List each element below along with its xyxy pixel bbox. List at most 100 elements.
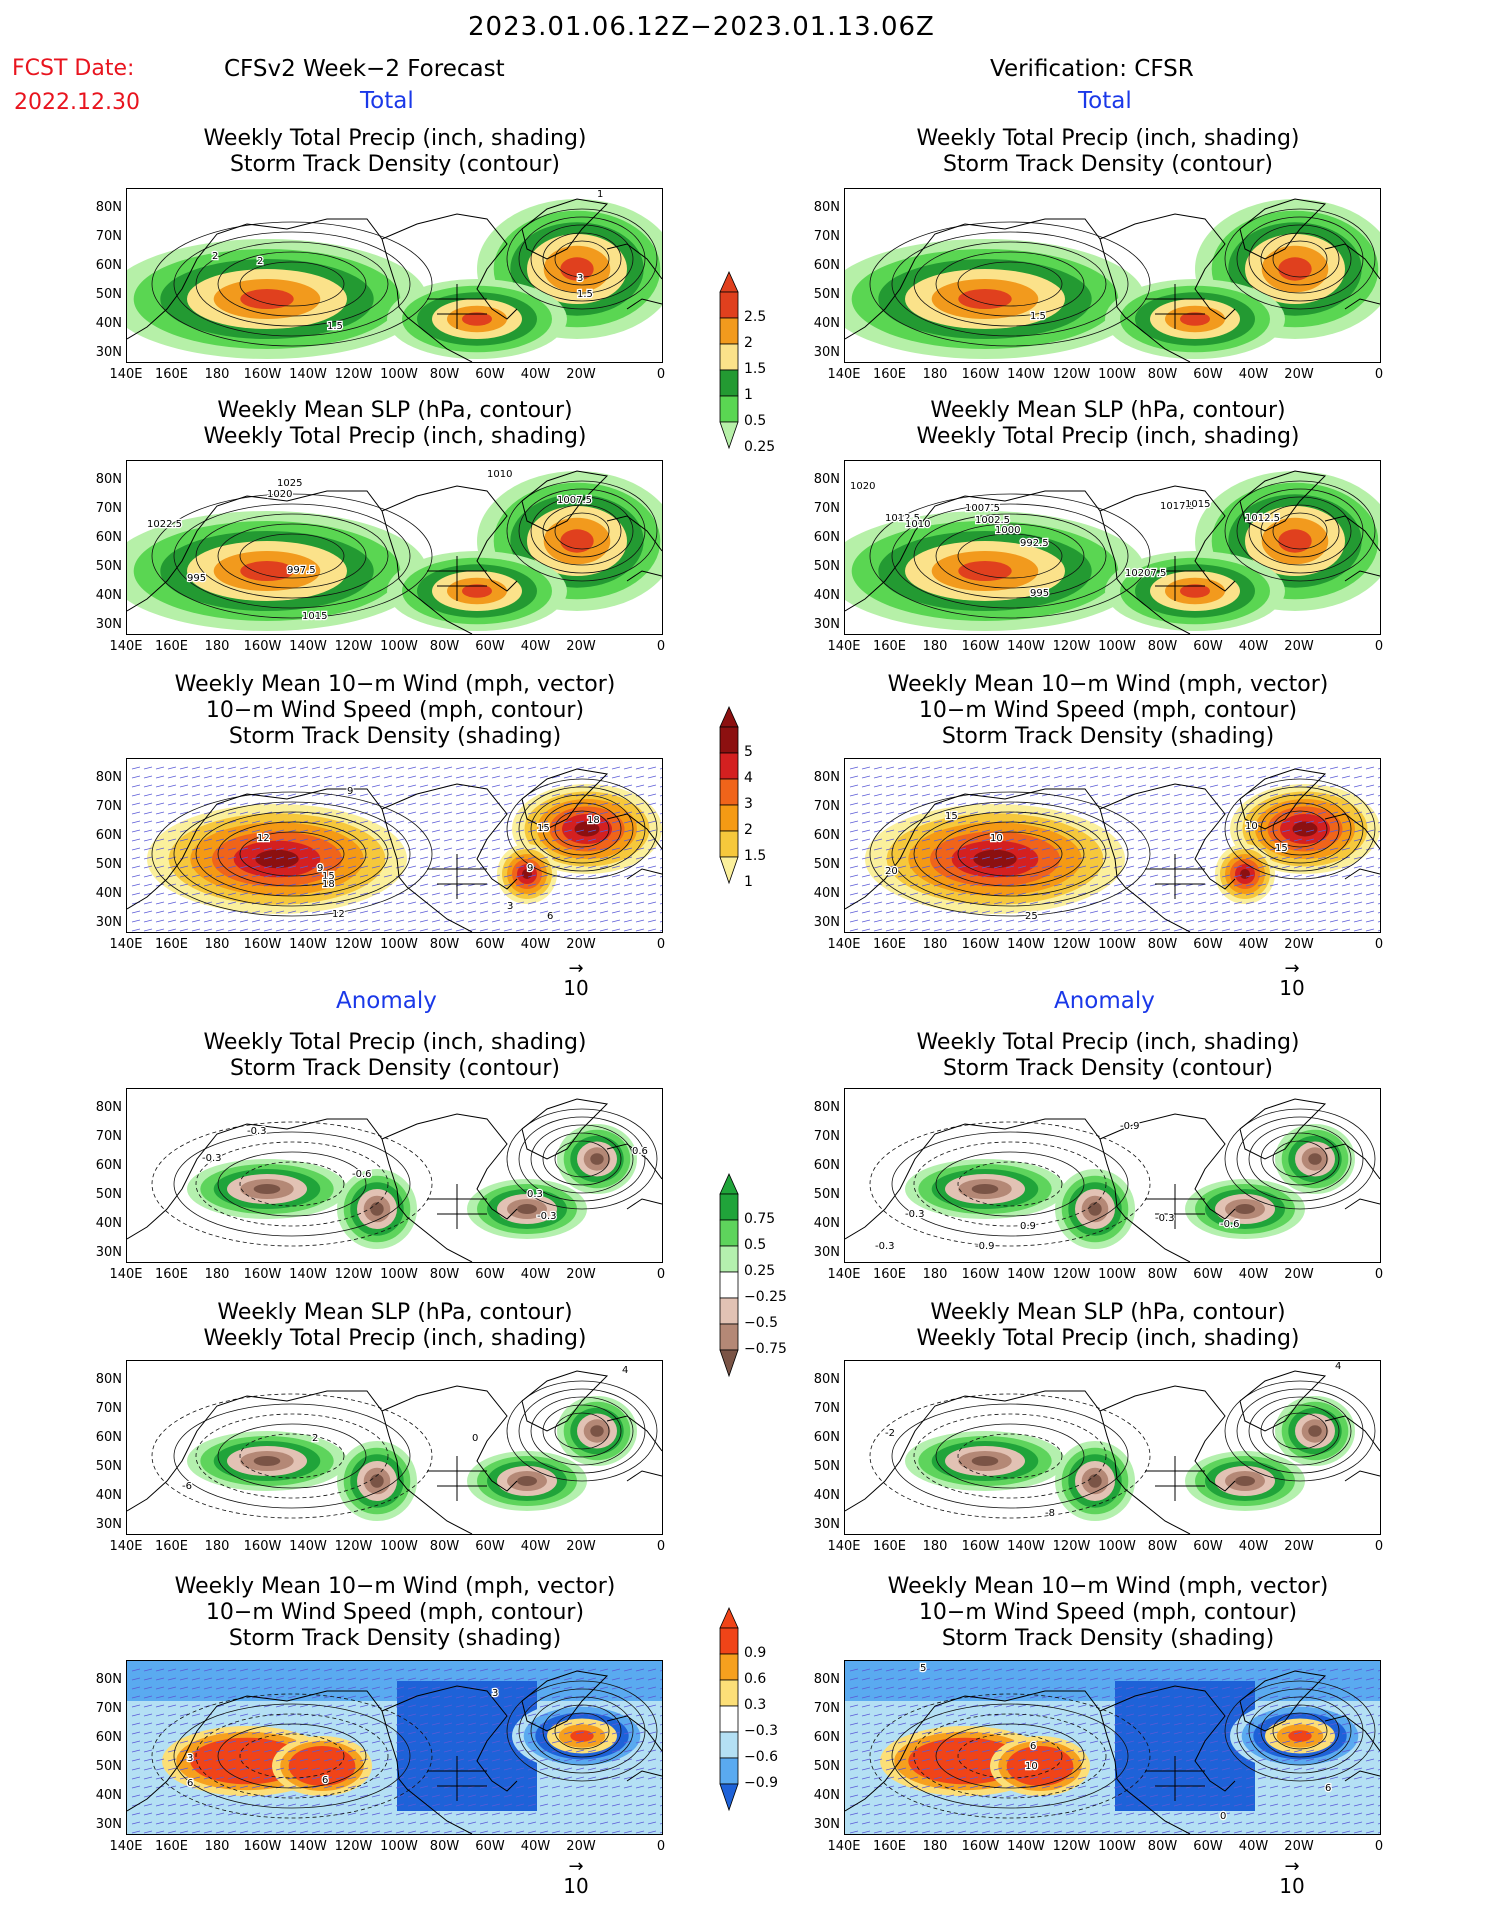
- v3-lon-label: 100W: [1098, 937, 1136, 952]
- v1-lon-label: 0: [1374, 367, 1384, 382]
- v4-contour-label: -0.9: [975, 1241, 995, 1252]
- p3-lon-label: 40W: [520, 937, 551, 952]
- v3-contour-label: 15: [945, 811, 958, 822]
- p5-title: Weekly Mean SLP (hPa, contour) Weekly Tot…: [203, 1300, 587, 1351]
- left-total-label: Total: [360, 88, 414, 114]
- p5-lat-label: 40N: [95, 1488, 122, 1503]
- p3-contour-label: 6: [547, 911, 553, 922]
- colorbar-storm-anom: 0.9 0.6 0.3 −0.3 −0.6 −0.9: [718, 1606, 798, 1816]
- colorbar-tick-label: −0.3: [744, 1723, 778, 1739]
- p6-lat-label: 70N: [95, 1701, 122, 1716]
- colorbar-tick-label: 0.75: [744, 1211, 776, 1227]
- p6-map: 36603: [126, 1660, 663, 1835]
- p1-lon-label: 180: [204, 367, 230, 382]
- p5-lat-label: 60N: [95, 1430, 122, 1445]
- v6-lon-label: 160W: [961, 1839, 1000, 1854]
- v4-lon-label: 40W: [1238, 1267, 1269, 1282]
- v3-lon-label: 20W: [1284, 937, 1314, 952]
- v3-lon-label: 40W: [1238, 937, 1269, 952]
- v5-contour-label: -2: [885, 1428, 895, 1439]
- colorbar-tick-label: 1.5: [744, 848, 767, 864]
- v6-map: 5 6 10 0 6: [844, 1660, 1381, 1835]
- v2-contour-label: 1017.5: [1160, 501, 1195, 512]
- p3-contour-label: 12: [257, 833, 270, 844]
- p6-contour-label: 6: [187, 1778, 193, 1789]
- v4-lat-label: 50N: [813, 1187, 840, 1202]
- v2-lon-label: 180: [922, 639, 948, 654]
- v4-title: Weekly Total Precip (inch, shading) Storm…: [916, 1030, 1300, 1081]
- p1-lon-label: 40W: [520, 367, 551, 382]
- v3-contour-label: 10: [1245, 821, 1258, 832]
- p3-lon-label: 120W: [334, 937, 373, 952]
- p5-lat-label: 80N: [95, 1372, 122, 1387]
- v4-lon-label: 20W: [1284, 1267, 1314, 1282]
- v6-lat-label: 40N: [813, 1788, 840, 1803]
- v3-lat-label: 70N: [813, 799, 840, 814]
- p1-contour-label: 1.5: [577, 289, 593, 300]
- v1-lat-label: 80N: [813, 200, 840, 215]
- p1-lon-label: 140E: [109, 367, 143, 382]
- p1-lon-label: 80W: [429, 367, 460, 382]
- p5-lon-label: 40W: [520, 1539, 551, 1554]
- v6-lat-label: 30N: [813, 1817, 840, 1832]
- v6-contour-label: 6: [1030, 1741, 1036, 1752]
- p5-lon-label: 160E: [154, 1539, 189, 1554]
- v5-lon-label: 120W: [1052, 1539, 1091, 1554]
- colorbar-tick-label: 3: [744, 796, 753, 812]
- v1-lat-label: 70N: [813, 229, 840, 244]
- v2-contour-label: 1010: [905, 519, 930, 530]
- p3-lon-label: 160E: [154, 937, 189, 952]
- colorbar-tick-label: 1: [744, 874, 753, 890]
- p6-lon-label: 140W: [289, 1839, 327, 1854]
- p5-lon-label: 100W: [380, 1539, 418, 1554]
- v2-contour-label: 1007.5: [965, 503, 1000, 514]
- p3-lon-label: 80W: [429, 937, 460, 952]
- p1-lat-label: 70N: [95, 229, 122, 244]
- colorbar-tick-label: 0.5: [744, 413, 767, 429]
- colorbar-tick-label: 1: [744, 387, 753, 403]
- p4-lon-label: 60W: [475, 1267, 505, 1282]
- p2-lon-label: 100W: [380, 639, 418, 654]
- colorbar-storm-total: 5 4 3 2 1.5 1: [718, 705, 798, 890]
- p5-lat-label: 30N: [95, 1517, 122, 1532]
- v4-contour-label: -0.6: [1220, 1219, 1240, 1230]
- colorbar-tick-label: 2: [744, 822, 753, 838]
- p6-lat-label: 50N: [95, 1759, 122, 1774]
- v5-lon-label: 160E: [872, 1539, 907, 1554]
- right-anomaly-label: Anomaly: [1054, 988, 1155, 1014]
- v2-contour-label: 1020: [850, 481, 875, 492]
- v5-lon-label: 0: [1374, 1539, 1384, 1554]
- v1-lon-label: 160E: [872, 367, 907, 382]
- p1-map: 2 2 1.5 1 3 1.5: [126, 188, 663, 363]
- p1-title: Weekly Total Precip (inch, shading) Storm…: [203, 126, 587, 177]
- p5-lat-label: 50N: [95, 1459, 122, 1474]
- v2-lon-label: 80W: [1147, 639, 1178, 654]
- v5-lon-label: 100W: [1098, 1539, 1136, 1554]
- p5-lon-label: 140E: [109, 1539, 143, 1554]
- p3-map: 12 15 18 9 12 9 15 18 3 6 9: [126, 758, 663, 933]
- v4-lon-label: 140W: [1007, 1267, 1045, 1282]
- v2-contour-label: 1002.5: [975, 515, 1010, 526]
- v5-lon-label: 80W: [1147, 1539, 1178, 1554]
- v6-lat-label: 80N: [813, 1672, 840, 1687]
- v5-lat-label: 60N: [813, 1430, 840, 1445]
- p6-lat-label: 30N: [95, 1817, 122, 1832]
- v2-lon-label: 160W: [961, 639, 1000, 654]
- v2-lon-label: 140E: [827, 639, 861, 654]
- v2-title: Weekly Mean SLP (hPa, contour) Weekly Tot…: [916, 398, 1300, 449]
- v4-contour-label: -0.3: [1155, 1213, 1175, 1224]
- p1-contour-label: 2: [212, 251, 218, 262]
- v5-lon-label: 40W: [1238, 1539, 1269, 1554]
- p2-contour-label: 1010: [487, 469, 512, 480]
- p5-contour-label: 0: [472, 1433, 478, 1444]
- p2-contour-label: 1020: [267, 489, 292, 500]
- colorbar-tick-label: 0.25: [744, 1263, 776, 1279]
- v4-lon-label: 120W: [1052, 1267, 1091, 1282]
- colorbar-tick-label: 0.3: [744, 1697, 767, 1713]
- v2-lat-label: 50N: [813, 559, 840, 574]
- p4-lon-label: 180: [204, 1267, 230, 1282]
- p6-lat-label: 80N: [95, 1672, 122, 1687]
- v6-lon-label: 20W: [1284, 1839, 1314, 1854]
- p6-lon-label: 140E: [109, 1839, 143, 1854]
- fcst-date-value: 2022.12.30: [14, 90, 140, 115]
